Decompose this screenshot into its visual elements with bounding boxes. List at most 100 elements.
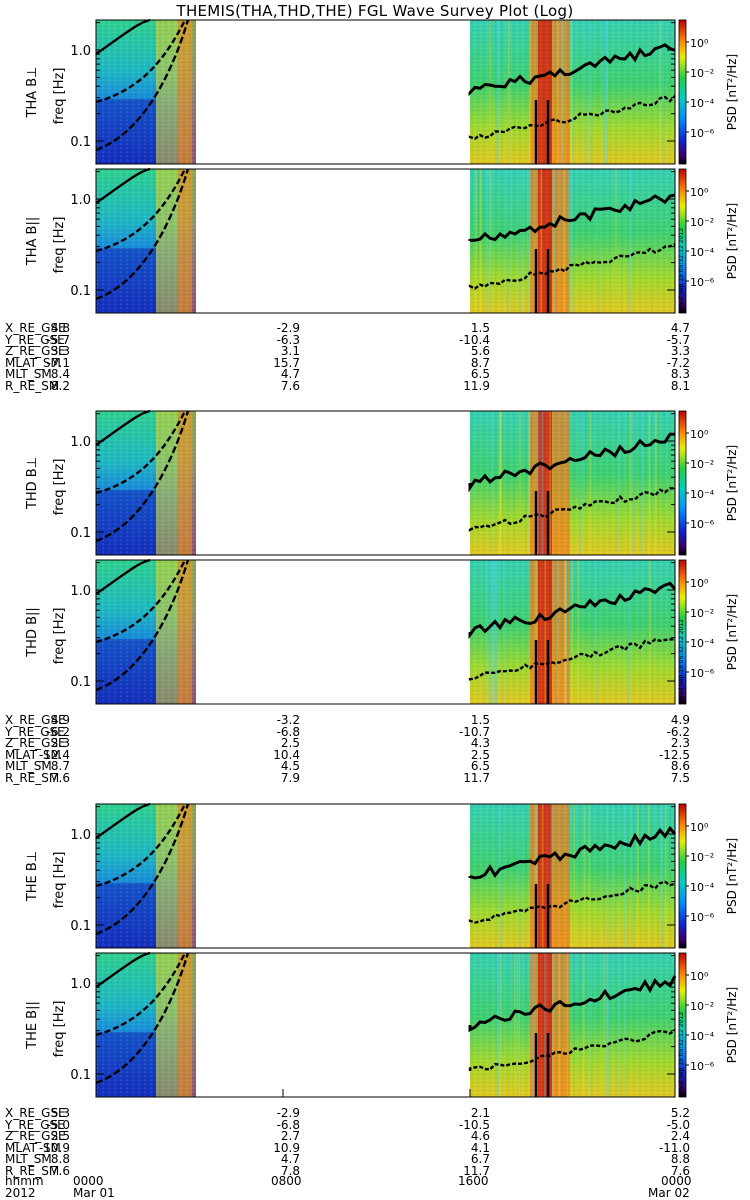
orbit-value: 5.6 [470, 344, 490, 358]
orbit-row-label: X_RE_GSE [5, 321, 66, 335]
orbit-value: -6.8 [276, 1117, 300, 1132]
streak [550, 804, 552, 948]
noise-right [470, 804, 675, 948]
y-axis-label: freq [Hz] [52, 1001, 67, 1058]
streak [508, 20, 511, 164]
streak [486, 169, 489, 313]
timestamp-stamp: Wed Sep 19 05:32:12 2012 [678, 228, 685, 310]
colorbar-label: PSD [nT²/Hz] [725, 445, 739, 521]
streak [558, 953, 561, 1097]
orbit-value: -3.2 [276, 713, 300, 727]
curve-right-2 [468, 1028, 676, 1071]
orbit-value: 2.5 [470, 747, 490, 762]
orbit-value: 11.7 [463, 1163, 490, 1178]
streak [641, 411, 644, 555]
y-axis-label: freq [Hz] [52, 459, 67, 516]
orbit-value: 8.3 [670, 367, 690, 381]
noise-left [96, 953, 196, 1097]
colorbar-tick-label: 10⁰ [690, 186, 709, 199]
streak [500, 953, 502, 1097]
streak [541, 411, 544, 555]
colorbar-tick-label: 10⁻² [690, 851, 714, 864]
colorbar [678, 559, 687, 705]
colorbar-tick-label: 10⁻² [690, 216, 714, 229]
streak [502, 560, 505, 704]
curve-left-3 [95, 19, 190, 152]
streak [496, 560, 498, 704]
orbit-row-label: Y_RE_GSE [5, 724, 65, 739]
orbit-value: -2.9 [276, 321, 300, 335]
orbit-value: 2.1 [470, 1106, 490, 1120]
streak [566, 953, 569, 1097]
streak [579, 411, 582, 555]
streak [571, 560, 574, 704]
colorbar [678, 19, 687, 165]
orbit-row-label: MLAT_SM [5, 747, 61, 762]
orbit-row-label: X_RE_GSE [5, 1106, 66, 1120]
panel-label: THD B⊥ [25, 457, 40, 510]
streak [499, 804, 502, 948]
orbit-value: 10.4 [273, 747, 300, 762]
colorbar-tick-label: 10⁻² [690, 607, 714, 620]
streak [647, 804, 650, 948]
streak [544, 953, 546, 1097]
orbit-value: 8.4 [50, 367, 70, 381]
streak [490, 411, 493, 555]
orbit-value: -6.2 [46, 724, 70, 739]
streak [497, 953, 499, 1097]
colorbar-tick-label: 10⁻⁶ [690, 518, 715, 531]
streak [624, 953, 626, 1097]
streak [519, 804, 521, 948]
streak [572, 20, 574, 164]
streak [590, 20, 592, 164]
orbit-value: -10.5 [458, 1117, 490, 1132]
orbit-row-label: MLAT_SM [5, 1140, 61, 1155]
streak [544, 560, 546, 704]
panel-frame [95, 559, 676, 705]
colorbar-label: PSD [nT²/Hz] [725, 594, 739, 670]
orbit-value: 11.7 [463, 770, 490, 785]
orbit-value: -5.7 [666, 332, 690, 347]
noise-left [96, 20, 196, 164]
curve-right-2 [468, 880, 676, 924]
noise-left [96, 169, 196, 313]
streak [510, 169, 513, 313]
orbit-value: 2.3 [50, 736, 70, 750]
streak [528, 411, 530, 555]
colorbar-tick-label: 10⁻⁶ [690, 276, 715, 289]
streak [615, 169, 617, 313]
noise-right [470, 560, 675, 704]
streak [561, 20, 563, 164]
y-tick-label: 0.1 [70, 284, 91, 299]
streak [648, 411, 651, 555]
streak [556, 560, 559, 704]
streak [606, 20, 608, 164]
curve-left-2 [95, 803, 187, 888]
orbit-value: 3.3 [670, 344, 690, 358]
streak [489, 20, 491, 164]
streak [590, 953, 592, 1097]
colorbar [678, 410, 687, 556]
streak [552, 953, 554, 1097]
streak [531, 953, 534, 1097]
orbit-value: 3.1 [280, 344, 300, 358]
streak [562, 169, 565, 313]
colorbar-tick-label: 10⁻⁶ [690, 911, 715, 924]
curve-left-3 [95, 803, 190, 936]
curve-left-1 [95, 558, 151, 595]
streak [516, 953, 519, 1097]
streak [494, 560, 496, 704]
orbit-row-label: R_RE_SM [5, 1163, 60, 1178]
streak [496, 20, 499, 164]
timestamp-stamp: Wed Sep 19 05:32:12 2012 [678, 1012, 685, 1094]
streak [637, 804, 639, 948]
colorbar [678, 952, 687, 1098]
curve-right-2 [468, 486, 676, 532]
curve-right-2 [468, 638, 676, 681]
orbit-value: 4.7 [670, 321, 690, 335]
orbit-value: 4.9 [50, 713, 70, 727]
orbit-value: -11.0 [658, 1140, 690, 1155]
page-title: THEMIS(THA,THD,THE) FGL Wave Survey Plot… [176, 2, 574, 20]
